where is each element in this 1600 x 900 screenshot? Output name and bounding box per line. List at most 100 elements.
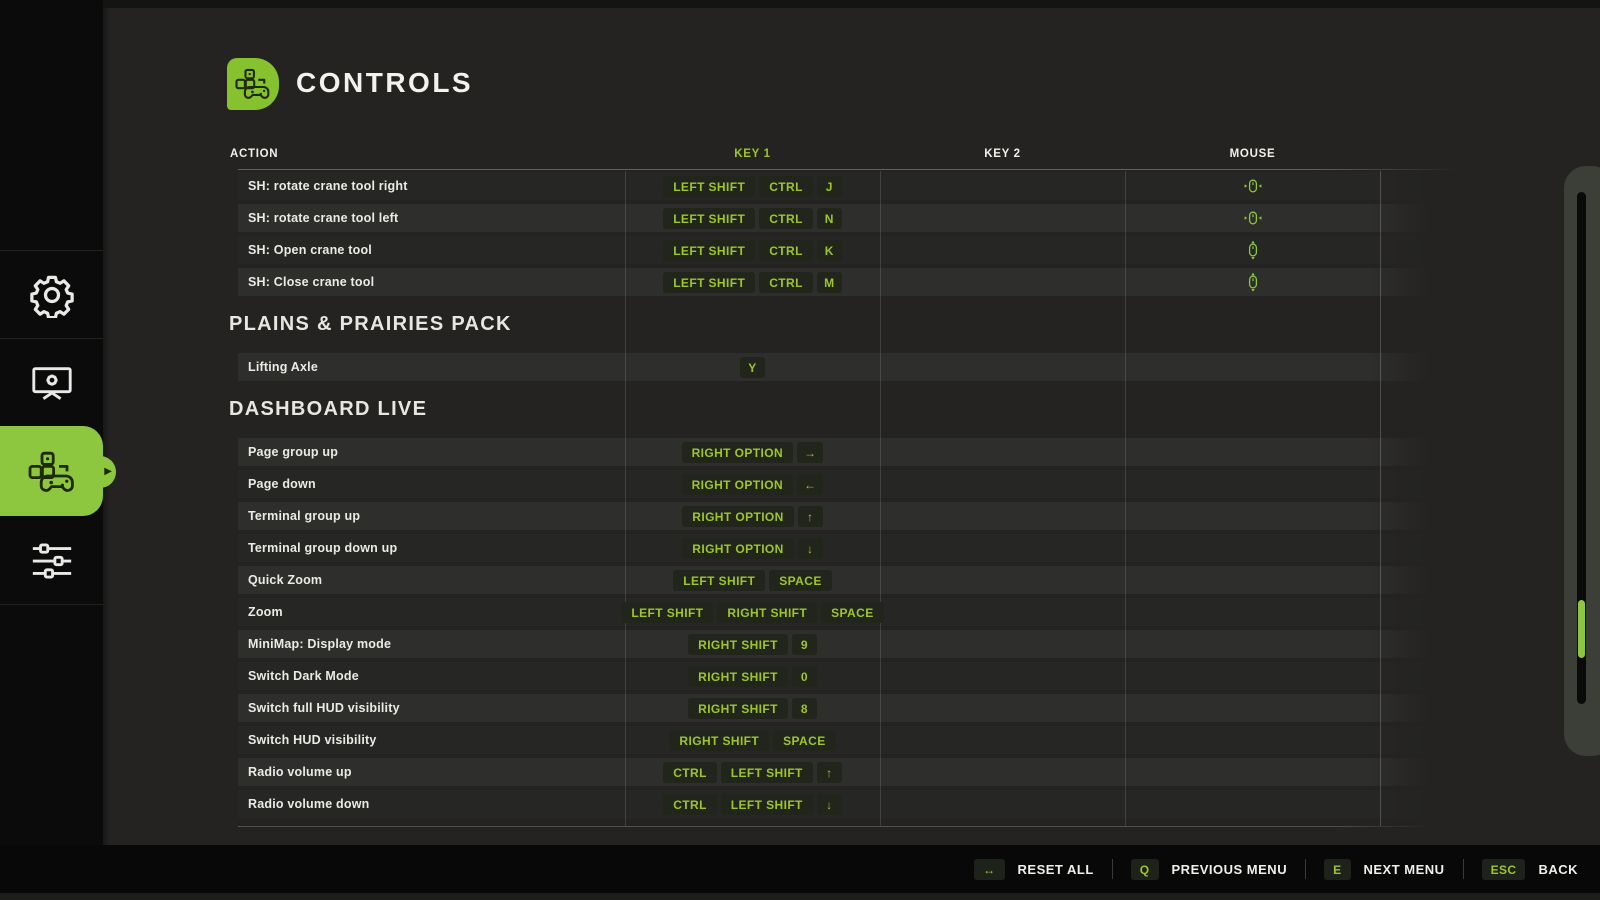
footer-bar: ↔ RESET ALL Q PREVIOUS MENU E NEXT MENU ESC BAC…	[0, 845, 1600, 893]
footer-action-next-menu[interactable]: E NEXT MENU	[1324, 858, 1445, 880]
key-badge[interactable]: CTRL	[759, 207, 813, 229]
key-badge[interactable]: M	[816, 271, 842, 293]
key-badge[interactable]: RIGHT SHIFT	[717, 601, 818, 623]
key-badge[interactable]: LEFT SHIFT	[663, 239, 756, 261]
mouse-cell[interactable]	[1125, 176, 1380, 196]
key-badge[interactable]: Y	[740, 356, 765, 378]
key-badge[interactable]: CTRL	[759, 175, 813, 197]
table-row[interactable]: Page group up RIGHT OPTION →	[238, 438, 1428, 466]
table-row[interactable]: SH: rotate crane tool left LEFT SHIFT CTRL…	[238, 204, 1428, 232]
footer-action-reset-all[interactable]: ↔ RESET ALL	[974, 858, 1094, 880]
key1-cell[interactable]: RIGHT SHIFT 0	[625, 665, 880, 687]
key-badge[interactable]: LEFT SHIFT	[663, 271, 756, 293]
mouse-cell[interactable]	[1125, 272, 1380, 292]
table-row[interactable]: Terminal group down up RIGHT OPTION ↓	[238, 534, 1428, 562]
key1-cell[interactable]: LEFT SHIFT SPACE	[625, 569, 880, 591]
key-badge[interactable]: RIGHT SHIFT	[688, 633, 788, 655]
key1-cell[interactable]: LEFT SHIFT CTRL K	[625, 239, 880, 261]
table-row[interactable]: Quick Zoom LEFT SHIFT SPACE	[238, 566, 1428, 594]
table-row[interactable]: Radio volume down CTRL LEFT SHIFT ↓	[238, 790, 1428, 818]
key1-cell[interactable]: LEFT SHIFT CTRL M	[625, 271, 880, 293]
action-label: Terminal group down up	[248, 541, 398, 555]
key-badge[interactable]: ↓	[816, 793, 842, 815]
key1-cell[interactable]: CTRL LEFT SHIFT ↑	[625, 761, 880, 783]
key-badge[interactable]: 9	[791, 633, 817, 655]
key-badge[interactable]: RIGHT SHIFT	[669, 729, 770, 751]
key-badge[interactable]: K	[816, 239, 842, 261]
action-label: Zoom	[248, 605, 283, 619]
key1-cell[interactable]: RIGHT OPTION →	[625, 441, 880, 463]
key1-cell[interactable]: CTRL LEFT SHIFT ↓	[625, 793, 880, 815]
sidebar-nav: ▶	[0, 250, 116, 605]
key-badge[interactable]: SPACE	[773, 729, 836, 751]
key-badge[interactable]: RIGHT OPTION	[682, 537, 794, 559]
key-badge[interactable]: ↑	[797, 505, 823, 527]
key-badge[interactable]: CTRL	[759, 239, 813, 261]
key1-cell[interactable]: RIGHT OPTION ↓	[625, 537, 880, 559]
table-row[interactable]: SH: Close crane tool LEFT SHIFT CTRL M	[238, 268, 1428, 296]
footer-action-label: NEXT MENU	[1363, 861, 1445, 877]
key-badge[interactable]: RIGHT OPTION	[681, 473, 794, 495]
key-badge[interactable]: ↓	[797, 537, 823, 559]
key-badge[interactable]: CTRL	[663, 793, 717, 815]
key-badge[interactable]: LEFT SHIFT	[621, 601, 714, 623]
footer-action-label: RESET ALL	[1017, 861, 1094, 877]
key1-cell[interactable]: RIGHT SHIFT SPACE	[625, 729, 880, 751]
key1-cell[interactable]: LEFT SHIFT CTRL J	[625, 175, 880, 197]
key-badge[interactable]: CTRL	[663, 761, 717, 783]
key1-cell[interactable]: LEFT SHIFT RIGHT SHIFT SPACE	[621, 601, 884, 623]
table-row[interactable]: Zoom LEFT SHIFT RIGHT SHIFT SPACE	[238, 598, 1428, 626]
footer-action-previous-menu[interactable]: Q PREVIOUS MENU	[1130, 858, 1287, 880]
table-row[interactable]: Switch HUD visibility RIGHT SHIFT SPACE	[238, 726, 1428, 754]
table-row[interactable]: Lifting Axle Y	[238, 353, 1428, 381]
table-row[interactable]: Terminal group up RIGHT OPTION ↑	[238, 502, 1428, 530]
table-row[interactable]: Switch Dark Mode RIGHT SHIFT 0	[238, 662, 1428, 690]
key-badge[interactable]: ↑	[816, 761, 842, 783]
table-row[interactable]: MiniMap: Display mode RIGHT SHIFT 9	[238, 630, 1428, 658]
table-row[interactable]: Switch full HUD visibility RIGHT SHIFT 8	[238, 694, 1428, 722]
key1-cell[interactable]: LEFT SHIFT CTRL N	[625, 207, 880, 229]
key1-cell[interactable]: RIGHT SHIFT 9	[625, 633, 880, 655]
sidebar: ▶	[0, 0, 116, 845]
column-header-key2: KEY 2	[984, 148, 1021, 160]
key-badge[interactable]: J	[816, 175, 842, 197]
table-row[interactable]: SH: Open crane tool LEFT SHIFT CTRL K	[238, 236, 1428, 264]
key1-cell[interactable]: Y	[625, 356, 880, 378]
mouse-scroll-horizontal-icon	[1243, 208, 1263, 228]
table-row[interactable]: Page down RIGHT OPTION ←	[238, 470, 1428, 498]
key1-cell[interactable]: RIGHT OPTION ↑	[625, 505, 880, 527]
action-label: Quick Zoom	[248, 573, 323, 587]
table-row[interactable]: Radio volume up CTRL LEFT SHIFT ↑	[238, 758, 1428, 786]
footer-action-back[interactable]: ESC BACK	[1481, 858, 1578, 880]
key-badge[interactable]: →	[797, 441, 824, 463]
key-badge[interactable]: N	[816, 207, 842, 229]
sidebar-item-general-settings[interactable]	[0, 250, 103, 338]
column-header-action: ACTION	[230, 148, 279, 160]
scrollbar-track[interactable]	[1577, 192, 1586, 704]
key-badge[interactable]: LEFT SHIFT	[720, 793, 813, 815]
key-badge[interactable]: RIGHT OPTION	[682, 505, 794, 527]
key-badge[interactable]: 8	[791, 697, 817, 719]
sidebar-item-display-settings[interactable]	[0, 338, 103, 426]
key-badge[interactable]: LEFT SHIFT	[663, 207, 756, 229]
sidebar-item-controls[interactable]: ▶	[0, 426, 116, 516]
key-badge[interactable]: RIGHT SHIFT	[688, 697, 788, 719]
table-row[interactable]: SH: rotate crane tool right LEFT SHIFT CTR…	[238, 172, 1428, 200]
key1-cell[interactable]: RIGHT OPTION ←	[625, 473, 880, 495]
mouse-cell[interactable]	[1125, 208, 1380, 228]
key-badge[interactable]: 0	[791, 665, 817, 687]
mouse-cell[interactable]	[1125, 240, 1380, 260]
key-badge[interactable]: LEFT SHIFT	[720, 761, 813, 783]
sidebar-item-advanced-settings[interactable]	[0, 516, 103, 605]
key-badge[interactable]: SPACE	[769, 569, 832, 591]
key-badge[interactable]: CTRL	[759, 271, 813, 293]
key-badge[interactable]: SPACE	[821, 601, 884, 623]
footer-separator	[1111, 859, 1113, 879]
key1-cell[interactable]: RIGHT SHIFT 8	[625, 697, 880, 719]
key-badge[interactable]: RIGHT SHIFT	[688, 665, 788, 687]
key-badge[interactable]: LEFT SHIFT	[673, 569, 766, 591]
key-badge[interactable]: ←	[797, 473, 824, 495]
scrollbar-thumb[interactable]	[1578, 600, 1585, 658]
key-badge[interactable]: LEFT SHIFT	[663, 175, 756, 197]
key-badge[interactable]: RIGHT OPTION	[681, 441, 794, 463]
